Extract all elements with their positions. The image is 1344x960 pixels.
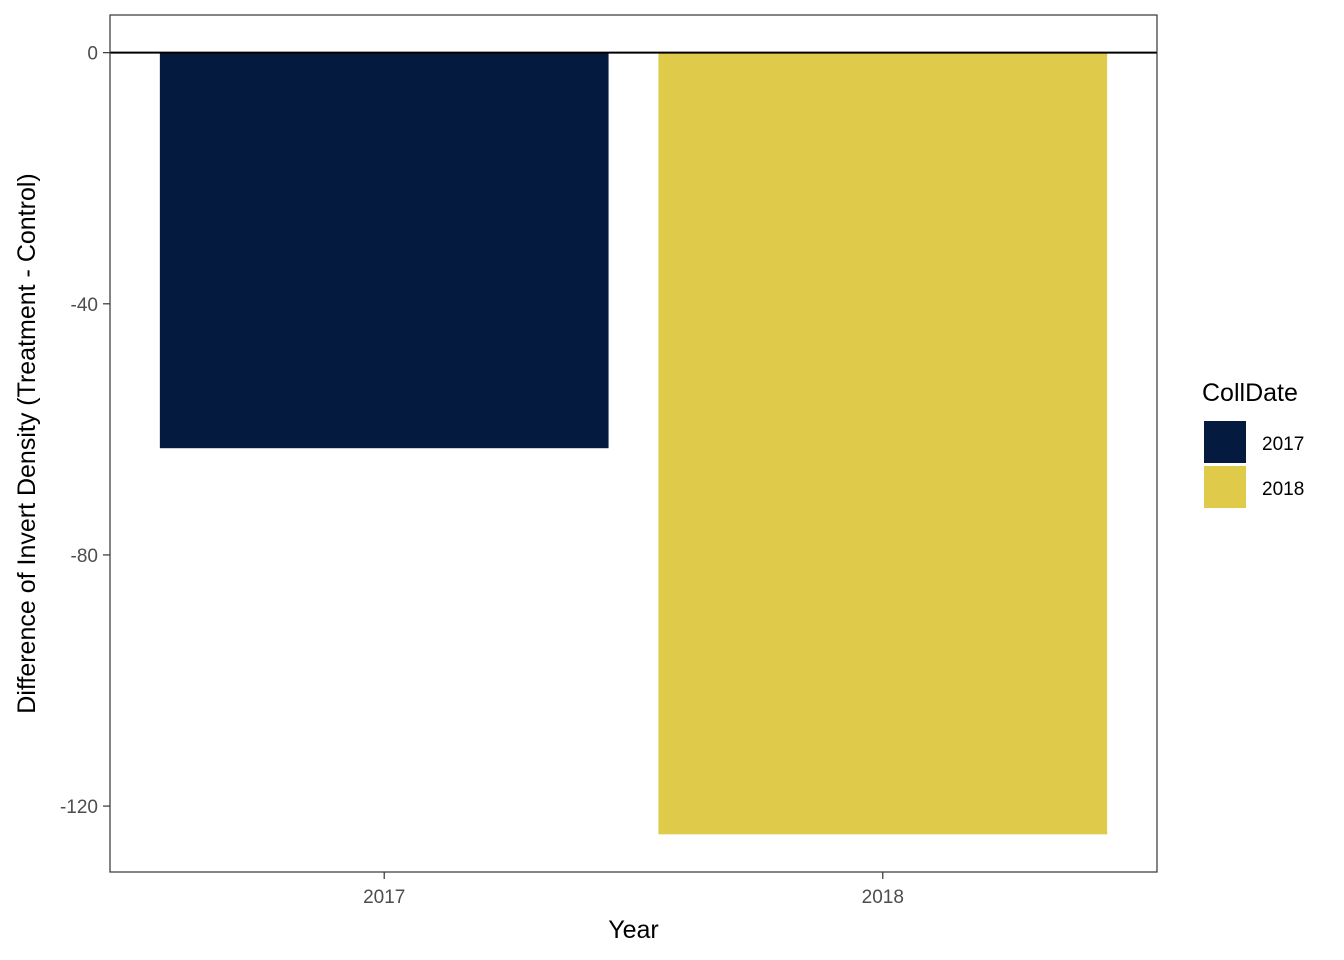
y-tick-label: 0 (87, 44, 98, 65)
y-axis: 0 -40 -80 -120 (60, 44, 110, 818)
legend-key-2017 (1204, 421, 1246, 463)
y-tick-label: -40 (71, 295, 98, 316)
y-tick-label: -80 (71, 546, 98, 567)
legend: CollDate 2017 2018 (1202, 379, 1304, 508)
bar-2017 (159, 52, 609, 449)
y-axis-title: Difference of Invert Density (Treatment … (13, 173, 41, 713)
x-tick-label: 2018 (862, 887, 904, 908)
bar-2018 (658, 52, 1108, 835)
plot-panel-border (109, 14, 1158, 873)
legend-key-2018 (1204, 466, 1246, 508)
x-axis: 2017 2018 (363, 872, 904, 908)
bars-layer (159, 52, 1108, 835)
legend-title: CollDate (1202, 379, 1298, 407)
x-axis-title: Year (608, 916, 659, 944)
y-tick-label: -120 (60, 797, 98, 818)
legend-label-2017: 2017 (1262, 434, 1304, 455)
x-tick-label: 2017 (363, 887, 405, 908)
legend-label-2018: 2018 (1262, 479, 1304, 500)
